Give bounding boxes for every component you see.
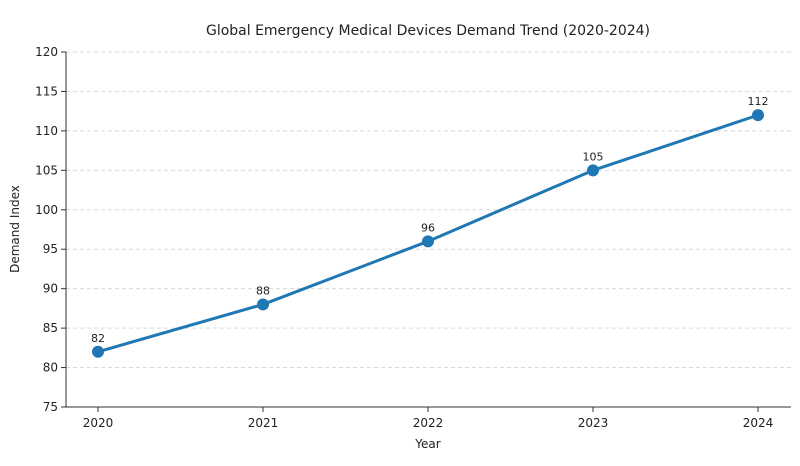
y-axis-ticks: 75 80 85 90 95 100 105 110 115 120 [35, 45, 66, 414]
data-label: 112 [748, 95, 769, 108]
x-tick-label: 2022 [413, 416, 444, 430]
x-tick-label: 2023 [578, 416, 609, 430]
data-point [92, 345, 104, 358]
data-label: 96 [421, 221, 435, 234]
gridlines [66, 51, 791, 369]
series-line: 82 88 96 105 112 [91, 95, 769, 358]
data-point [422, 235, 434, 248]
y-tick-label: 105 [35, 163, 58, 177]
y-tick-label: 100 [35, 203, 58, 217]
y-axis-label: Demand Index [8, 185, 22, 273]
x-tick-label: 2024 [743, 416, 774, 430]
data-point [752, 109, 764, 122]
y-tick-label: 75 [43, 400, 58, 414]
x-axis-label: Year [414, 437, 440, 451]
x-tick-label: 2020 [83, 416, 114, 430]
y-tick-label: 95 [43, 242, 58, 256]
x-axis-ticks: 2020 2021 2022 2023 2024 [83, 407, 774, 430]
y-tick-label: 85 [43, 321, 58, 335]
y-tick-label: 90 [43, 282, 58, 296]
y-tick-label: 115 [35, 84, 58, 98]
data-point [587, 164, 599, 177]
data-label: 105 [583, 150, 604, 163]
y-tick-label: 80 [43, 361, 58, 375]
data-label: 82 [91, 332, 105, 345]
y-tick-label: 120 [35, 45, 58, 59]
y-tick-label: 110 [35, 124, 58, 138]
data-point [257, 298, 269, 311]
chart-title: Global Emergency Medical Devices Demand … [206, 23, 650, 39]
data-label: 88 [256, 284, 270, 297]
x-tick-label: 2021 [248, 416, 279, 430]
